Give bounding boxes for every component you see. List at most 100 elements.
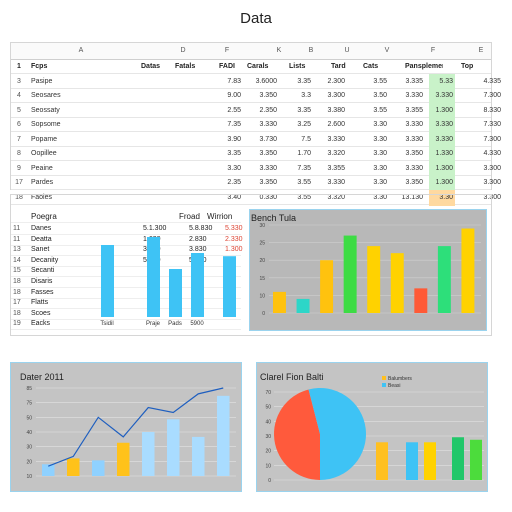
table-cell[interactable]: Pasipe bbox=[31, 77, 53, 85]
table-cell[interactable]: 3.6000 bbox=[255, 77, 277, 85]
table-cell[interactable]: 3.320 bbox=[327, 150, 345, 157]
table-cell[interactable]: 3.55 bbox=[297, 193, 311, 201]
table-cell[interactable]: Cats bbox=[363, 63, 379, 70]
table-cell[interactable]: 3.330 bbox=[259, 121, 277, 128]
table-cell[interactable]: FADI bbox=[219, 63, 235, 70]
table-cell[interactable]: 3.55 bbox=[297, 179, 311, 186]
row-number[interactable]: 7 bbox=[17, 135, 21, 143]
table-cell[interactable]: 3.30 bbox=[227, 164, 241, 172]
column-header[interactable]: K bbox=[276, 47, 282, 54]
table-cell[interactable]: Datas bbox=[141, 63, 161, 70]
column-header[interactable]: B bbox=[308, 47, 314, 54]
column-header[interactable]: U bbox=[344, 47, 350, 54]
row-number[interactable]: 4 bbox=[17, 92, 21, 99]
table-cell[interactable]: 3.330 bbox=[405, 92, 423, 99]
table-cell[interactable]: 7.35 bbox=[227, 121, 241, 128]
table-cell[interactable]: 3.355 bbox=[327, 164, 345, 172]
table-cell[interactable]: 3.35 bbox=[297, 77, 311, 85]
table-cell[interactable]: 3.3 bbox=[301, 92, 311, 99]
table-cell[interactable]: 2.300 bbox=[327, 77, 345, 85]
row-number[interactable]: 18 bbox=[15, 193, 23, 201]
table-cell[interactable]: 7.35 bbox=[297, 164, 311, 172]
table-cell[interactable]: 7.300 bbox=[483, 92, 501, 99]
table-cell[interactable]: 3.300 bbox=[483, 179, 501, 186]
row-number[interactable]: 5 bbox=[17, 106, 21, 114]
table-cell[interactable]: 1.70 bbox=[297, 150, 311, 157]
table-cell[interactable]: Popame bbox=[31, 135, 58, 143]
table-cell[interactable]: 3.30 bbox=[429, 189, 455, 206]
row-number[interactable]: 8 bbox=[17, 150, 21, 157]
table-cell[interactable]: 3.330 bbox=[429, 131, 455, 148]
table-cell[interactable]: Fcps bbox=[31, 63, 48, 70]
row-number[interactable]: 9 bbox=[17, 164, 21, 172]
table-cell[interactable]: 7.300 bbox=[483, 135, 501, 143]
column-header[interactable]: V bbox=[384, 47, 390, 54]
table-cell[interactable]: 3.30 bbox=[373, 164, 387, 172]
table-cell[interactable]: 3.330 bbox=[405, 135, 423, 143]
table-cell[interactable]: 3.35 bbox=[227, 150, 241, 157]
table-cell[interactable]: 7.83 bbox=[227, 77, 241, 85]
table-cell[interactable]: 0.330 bbox=[259, 193, 277, 201]
table-cell[interactable]: 13.130 bbox=[401, 193, 423, 201]
table-cell[interactable]: 3.40 bbox=[227, 193, 241, 201]
table-cell[interactable]: 2.600 bbox=[327, 121, 345, 128]
table-cell[interactable]: 3.30 bbox=[373, 179, 387, 186]
table-cell[interactable]: 8.330 bbox=[483, 106, 501, 114]
table-cell[interactable]: 7.330 bbox=[483, 121, 501, 128]
column-header[interactable]: A bbox=[78, 47, 84, 54]
table-cell[interactable]: 1.300 bbox=[429, 160, 455, 177]
table-cell[interactable]: 3.330 bbox=[259, 164, 277, 172]
table-cell[interactable]: Pansplements bbox=[405, 63, 443, 70]
table-cell[interactable]: 1.330 bbox=[429, 146, 455, 162]
row-number[interactable]: 6 bbox=[17, 121, 21, 128]
column-header[interactable]: E bbox=[478, 47, 484, 54]
table-cell[interactable]: 3.320 bbox=[327, 193, 345, 201]
table-cell[interactable]: 3.350 bbox=[259, 150, 277, 157]
table-cell[interactable]: 3.350 bbox=[259, 92, 277, 99]
table-cell[interactable]: 2.350 bbox=[259, 106, 277, 114]
table-cell[interactable]: Seossaty bbox=[31, 106, 60, 114]
table-cell[interactable]: 3.730 bbox=[259, 135, 277, 143]
table-cell[interactable]: 5.33 bbox=[429, 73, 455, 90]
table-cell[interactable]: 3.335 bbox=[405, 77, 423, 85]
table-cell[interactable]: 3.330 bbox=[327, 135, 345, 143]
table-cell[interactable]: Faoles bbox=[31, 193, 53, 201]
table-cell[interactable]: 3.25 bbox=[297, 121, 311, 128]
table-cell[interactable]: 3.35 bbox=[297, 106, 311, 114]
table-cell[interactable]: 3.330 bbox=[405, 164, 423, 172]
table-cell[interactable]: Top bbox=[461, 63, 474, 70]
row-number[interactable]: 1 bbox=[17, 63, 21, 70]
table-cell[interactable]: Tard bbox=[331, 63, 346, 70]
table-cell[interactable]: 3.355 bbox=[405, 106, 423, 114]
table-cell[interactable]: Carals bbox=[247, 63, 269, 70]
table-cell[interactable]: 7.5 bbox=[301, 135, 311, 143]
table-cell[interactable]: 3.300 bbox=[327, 92, 345, 99]
table-cell[interactable]: 3.30 bbox=[373, 150, 387, 157]
table-cell[interactable]: 3.330 bbox=[429, 88, 455, 104]
table-cell[interactable]: 1.300 bbox=[429, 102, 455, 119]
table-cell[interactable]: 9.00 bbox=[227, 92, 241, 99]
table-cell[interactable]: 3.350 bbox=[405, 179, 423, 186]
table-cell[interactable]: 4.335 bbox=[483, 77, 501, 85]
table-cell[interactable]: 3.90 bbox=[227, 135, 241, 143]
table-cell[interactable]: 3.330 bbox=[405, 121, 423, 128]
table-cell[interactable]: Peaine bbox=[31, 164, 53, 172]
column-header[interactable]: F bbox=[430, 47, 436, 54]
table-cell[interactable]: Sopsome bbox=[31, 121, 61, 128]
table-cell[interactable]: Seosares bbox=[31, 92, 61, 99]
table-cell[interactable]: 3.350 bbox=[405, 150, 423, 157]
table-cell[interactable]: Pardes bbox=[31, 179, 54, 186]
table-cell[interactable]: 3.300 bbox=[483, 193, 501, 201]
row-number[interactable]: 17 bbox=[15, 179, 23, 186]
row-number[interactable]: 3 bbox=[17, 77, 21, 85]
table-cell[interactable]: Fatals bbox=[175, 63, 196, 70]
table-cell[interactable]: 3.300 bbox=[483, 164, 501, 172]
table-cell[interactable]: 3.380 bbox=[327, 106, 345, 114]
table-cell[interactable]: 3.30 bbox=[373, 135, 387, 143]
table-cell[interactable]: 3.350 bbox=[259, 179, 277, 186]
table-cell[interactable]: 3.50 bbox=[373, 92, 387, 99]
table-cell[interactable]: 3.330 bbox=[327, 179, 345, 186]
column-header[interactable]: D bbox=[180, 47, 186, 54]
table-cell[interactable]: 3.55 bbox=[373, 77, 387, 85]
table-cell[interactable]: 3.330 bbox=[429, 117, 455, 133]
